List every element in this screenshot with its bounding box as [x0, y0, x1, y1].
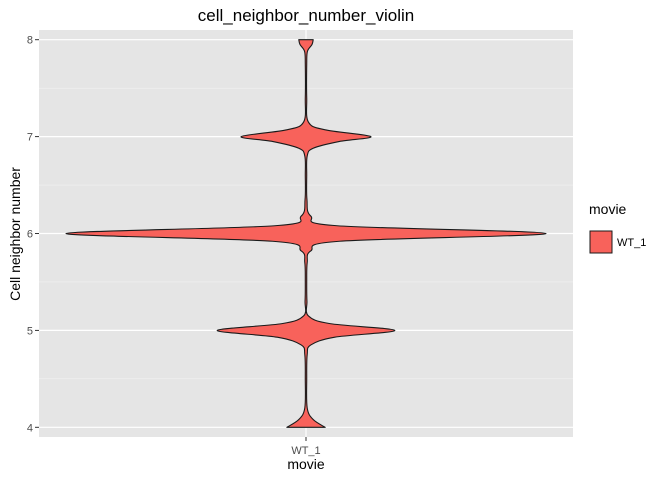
- x-axis-title: movie: [287, 456, 325, 472]
- legend-label-wt-1: WT_1: [617, 237, 646, 249]
- y-tick-label: 5: [27, 325, 33, 337]
- y-tick-label: 6: [27, 229, 33, 241]
- legend: movie WT_1: [589, 201, 646, 254]
- chart-title: cell_neighbor_number_violin: [198, 6, 414, 25]
- legend-key-wt-1: [589, 230, 613, 254]
- y-axis-title: Cell neighbor number: [7, 167, 23, 301]
- y-tick-label: 7: [27, 132, 33, 144]
- y-tick-label: 4: [27, 422, 33, 434]
- y-tick-label: 8: [27, 35, 33, 47]
- x-tick-label: WT_1: [291, 445, 320, 457]
- legend-title: movie: [589, 201, 627, 217]
- y-axis: 4 5 6 7 8: [27, 35, 39, 434]
- violin-layer: [65, 39, 547, 428]
- violin-wt-1: [65, 39, 547, 428]
- x-axis: WT_1: [291, 437, 321, 457]
